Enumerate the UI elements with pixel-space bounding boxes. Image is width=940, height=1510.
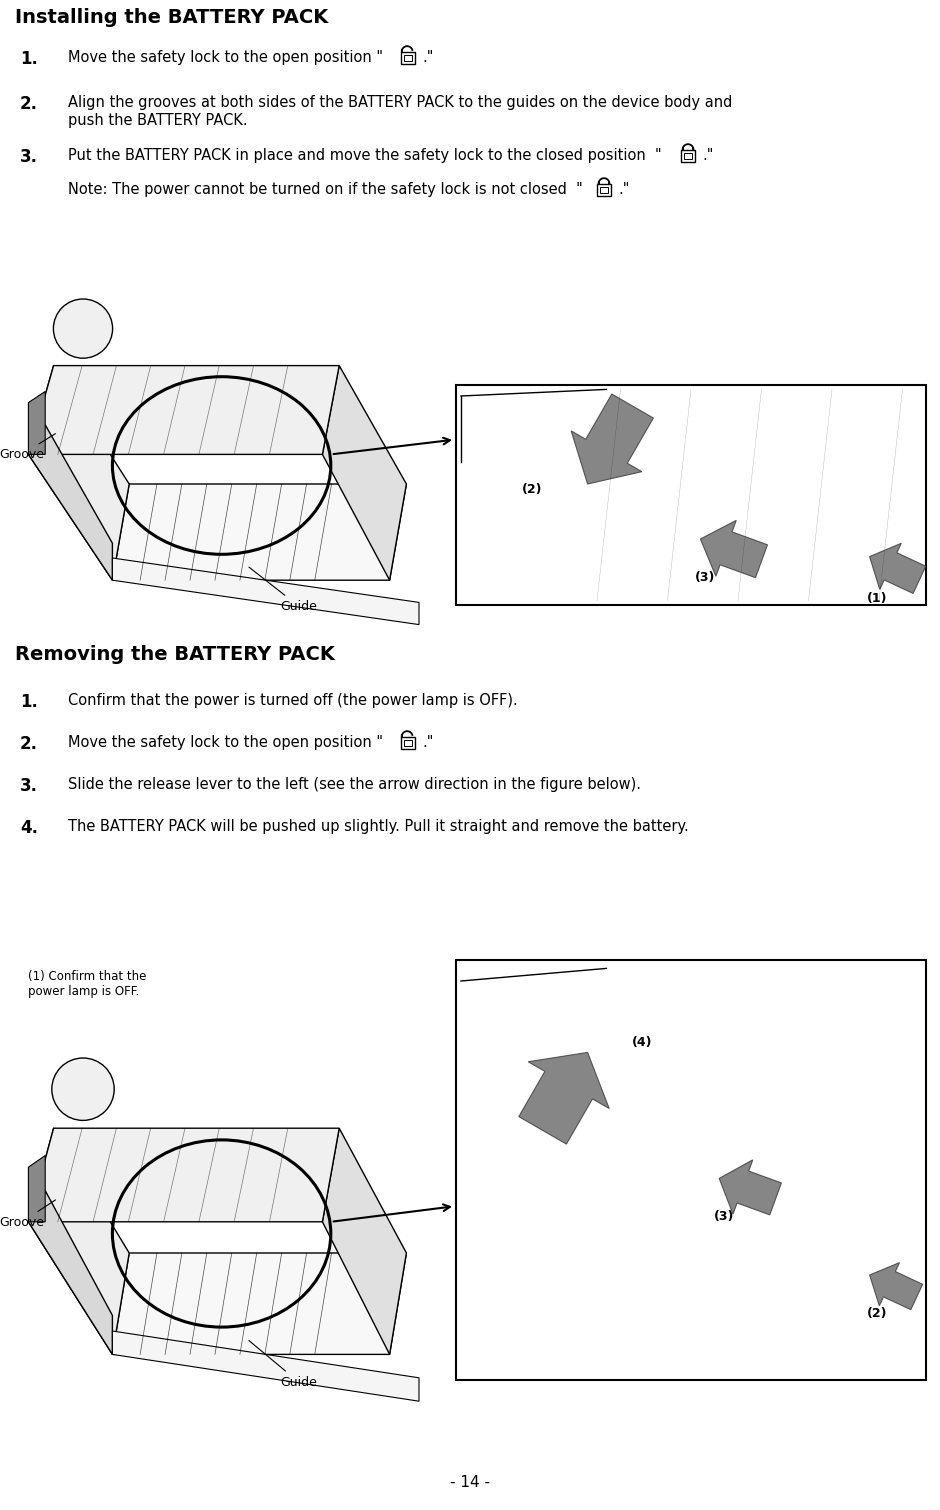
Polygon shape [322, 365, 406, 580]
Bar [404, 740, 412, 746]
Text: - 14 -: - 14 - [450, 1475, 490, 1490]
Text: (1): (1) [868, 592, 888, 606]
Text: (3): (3) [714, 1210, 734, 1223]
Text: 3.: 3. [20, 778, 38, 794]
Text: 4.: 4. [20, 818, 38, 837]
Text: Move the safety lock to the open position ": Move the safety lock to the open positio… [68, 735, 383, 750]
Text: (1) Confirm that the
power lamp is OFF.: (1) Confirm that the power lamp is OFF. [28, 969, 147, 998]
Circle shape [54, 299, 113, 358]
Text: (2): (2) [523, 483, 543, 495]
Text: .": ." [422, 735, 433, 750]
Bar [456, 960, 926, 1380]
Text: Put the BATTERY PACK in place and move the safety lock to the closed position  ": Put the BATTERY PACK in place and move t… [68, 148, 662, 163]
Text: Installing the BATTERY PACK: Installing the BATTERY PACK [15, 8, 328, 27]
Polygon shape [28, 1155, 45, 1222]
Text: push the BATTERY PACK.: push the BATTERY PACK. [68, 113, 247, 128]
Text: 1.: 1. [20, 50, 38, 68]
Text: (4): (4) [633, 1036, 653, 1049]
Polygon shape [700, 521, 767, 578]
Polygon shape [28, 1128, 339, 1222]
Polygon shape [870, 544, 926, 593]
Text: Groove: Groove [0, 1200, 55, 1229]
Polygon shape [719, 1160, 781, 1216]
Text: Note: The power cannot be turned on if the safety lock is not closed  ": Note: The power cannot be turned on if t… [68, 183, 583, 196]
Polygon shape [28, 424, 113, 580]
Bar [601, 187, 607, 193]
Polygon shape [519, 1052, 609, 1145]
Text: Confirm that the power is turned off (the power lamp is OFF).: Confirm that the power is turned off (th… [68, 693, 518, 708]
Text: 1.: 1. [20, 693, 38, 711]
Polygon shape [870, 1262, 923, 1309]
Bar [681, 149, 696, 163]
Polygon shape [28, 365, 129, 580]
Polygon shape [28, 1128, 129, 1354]
Text: .": ." [618, 183, 630, 196]
Polygon shape [28, 1190, 113, 1354]
Polygon shape [28, 365, 339, 455]
Polygon shape [113, 1253, 406, 1354]
Polygon shape [322, 1128, 406, 1354]
Text: Groove: Groove [0, 433, 55, 461]
Text: .": ." [702, 148, 713, 163]
Bar [684, 154, 692, 159]
Text: .": ." [422, 50, 433, 65]
Text: Move the safety lock to the open position ": Move the safety lock to the open positio… [68, 50, 383, 65]
Polygon shape [572, 394, 653, 485]
Polygon shape [113, 559, 419, 625]
Text: (3): (3) [696, 571, 715, 583]
Text: 3.: 3. [20, 148, 38, 166]
Text: Guide: Guide [249, 568, 318, 613]
Polygon shape [113, 1330, 419, 1401]
Polygon shape [28, 391, 45, 455]
Bar [597, 184, 611, 196]
Text: 2.: 2. [20, 95, 38, 113]
Text: Guide: Guide [249, 1341, 318, 1389]
Polygon shape [113, 485, 406, 580]
Bar [456, 385, 926, 606]
Bar [400, 51, 415, 65]
Text: (2): (2) [868, 1306, 888, 1320]
Text: The BATTERY PACK will be pushed up slightly. Pull it straight and remove the bat: The BATTERY PACK will be pushed up sligh… [68, 818, 689, 834]
Text: Align the grooves at both sides of the BATTERY PACK to the guides on the device : Align the grooves at both sides of the B… [68, 95, 732, 110]
Bar [404, 56, 412, 60]
Bar [400, 737, 415, 749]
Text: Slide the release lever to the left (see the arrow direction in the figure below: Slide the release lever to the left (see… [68, 778, 641, 793]
Circle shape [52, 1059, 114, 1120]
Text: Removing the BATTERY PACK: Removing the BATTERY PACK [15, 645, 335, 664]
Text: 2.: 2. [20, 735, 38, 753]
